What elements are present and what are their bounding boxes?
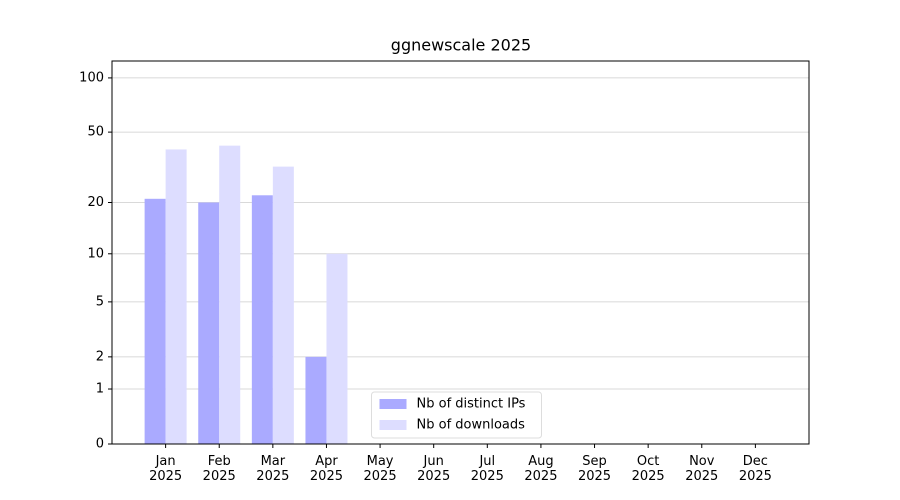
y-tick-label: 0 — [96, 437, 104, 452]
bar — [165, 149, 187, 444]
x-tick-label: Sep 2025 — [577, 454, 612, 484]
x-tick-label: Feb 2025 — [202, 454, 236, 484]
bar — [326, 253, 348, 444]
x-tick-label: Aug 2025 — [524, 454, 558, 484]
y-tick-label: 50 — [87, 125, 104, 140]
x-tick-label: May 2025 — [363, 454, 397, 484]
y-tick-label: 10 — [87, 246, 104, 261]
legend-label: Nb of downloads — [417, 418, 526, 433]
bar — [305, 356, 327, 444]
x-tick-label: Jun 2025 — [417, 454, 451, 484]
bar — [198, 202, 220, 444]
legend-label: Nb of distinct IPs — [417, 397, 526, 412]
legend-frame — [371, 391, 542, 439]
x-tick-label: Dec 2025 — [738, 454, 772, 484]
x-tick-label: Apr 2025 — [309, 454, 343, 484]
x-tick-label: Oct 2025 — [631, 454, 665, 484]
y-tick-label: 100 — [79, 70, 104, 85]
y-tick-label: 20 — [87, 195, 104, 210]
bar — [144, 198, 166, 444]
y-tick-label: 2 — [96, 349, 104, 364]
legend-swatch — [379, 399, 407, 409]
plot-frame — [111, 60, 810, 445]
y-tick-label: 1 — [96, 382, 104, 397]
legend-swatch — [379, 420, 407, 430]
chart-title: ggnewscale 2025 — [391, 36, 531, 55]
bar — [272, 166, 294, 445]
x-tick-label: Mar 2025 — [256, 454, 290, 484]
bar — [251, 195, 273, 444]
x-tick-label: Nov 2025 — [685, 454, 719, 484]
x-tick-label: Jan 2025 — [149, 454, 183, 484]
legend: Nb of distinct IPs Nb of downloads — [371, 391, 542, 439]
x-tick-label: Jul 2025 — [470, 454, 504, 484]
bar — [219, 145, 241, 444]
y-tick-label: 5 — [96, 294, 104, 309]
